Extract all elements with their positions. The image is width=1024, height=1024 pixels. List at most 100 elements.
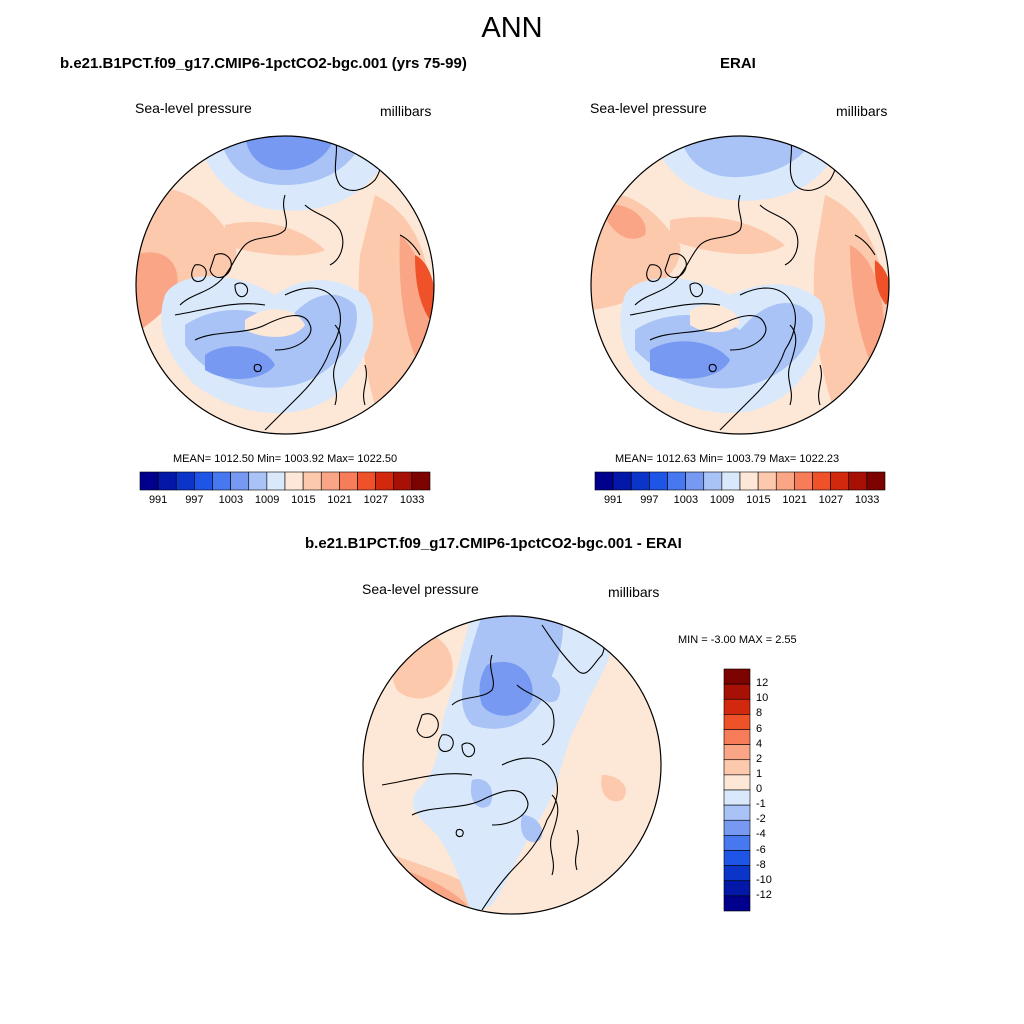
colorbar-tick-label: -10 bbox=[756, 873, 772, 886]
colorbar-swatch bbox=[723, 819, 751, 836]
coastlines bbox=[629, 136, 876, 431]
colorbar-swatch bbox=[212, 471, 231, 491]
colorbar-swatch bbox=[594, 471, 614, 491]
panel-1-colorbar bbox=[139, 471, 431, 491]
colorbar-swatch bbox=[175, 471, 195, 491]
field-high-region bbox=[690, 304, 740, 333]
colorbar-tick-label: 1009 bbox=[709, 494, 735, 506]
colorbar-swatch bbox=[703, 471, 723, 491]
panel-2-colorbar bbox=[594, 471, 886, 491]
field-high-region bbox=[136, 252, 178, 335]
panel-1-colorbar-ticks: 991 997 1003 1009 1015 1021 1027 1033 bbox=[140, 494, 430, 508]
colorbar-tick-label: 12 bbox=[756, 677, 769, 690]
colorbar-swatch bbox=[723, 865, 751, 882]
panel-2-stats: MEAN= 1012.63 Min= 1003.79 Max= 1022.23 bbox=[615, 453, 840, 465]
colorbar-swatch bbox=[393, 471, 413, 491]
colorbar-tick-label: 1027 bbox=[818, 494, 844, 506]
colorbar-swatch bbox=[723, 759, 751, 776]
colorbar-tick-label: 0 bbox=[756, 783, 763, 795]
colorbar-swatch bbox=[230, 471, 250, 491]
colorbar-swatch bbox=[830, 471, 850, 491]
field-low-region bbox=[536, 674, 561, 703]
colorbar-tick-label: -8 bbox=[756, 858, 766, 871]
panel-2-colorbar-ticks: 991 997 1003 1009 1015 1021 1027 1033 bbox=[595, 494, 885, 508]
colorbar-swatch bbox=[157, 471, 177, 491]
panel-1-title: b.e21.B1PCT.f09_g17.CMIP6-1pctCO2-bgc.00… bbox=[60, 55, 467, 72]
panel-3-variable-label: Sea-level pressure bbox=[362, 581, 479, 597]
colorbar-tick-label: -12 bbox=[756, 888, 772, 901]
colorbar-tick-label: -6 bbox=[756, 843, 766, 856]
panel-1-units-label: millibars bbox=[380, 103, 432, 119]
colorbar-swatch bbox=[721, 471, 741, 491]
colorbar-swatch bbox=[739, 471, 759, 491]
field-low-region bbox=[680, 136, 815, 178]
colorbar-tick-label: 10 bbox=[756, 692, 769, 705]
panel-1-variable-label: Sea-level pressure bbox=[135, 100, 252, 116]
colorbar-tick-label: 1015 bbox=[291, 494, 316, 506]
panel-1-polar-map bbox=[135, 135, 435, 435]
colorbar-tick-label: 1003 bbox=[218, 494, 244, 506]
panel-3-title: b.e21.B1PCT.f09_g17.CMIP6-1pctCO2-bgc.00… bbox=[305, 535, 682, 552]
colorbar-swatch bbox=[723, 698, 751, 715]
colorbar-tick-label: 8 bbox=[756, 707, 763, 720]
colorbar-swatch bbox=[848, 471, 868, 491]
colorbar-swatch bbox=[667, 471, 686, 491]
colorbar-swatch bbox=[320, 471, 340, 491]
colorbar-swatch bbox=[723, 850, 751, 866]
colorbar-tick-label: 1033 bbox=[399, 494, 425, 506]
map-boundary bbox=[590, 135, 890, 435]
colorbar-tick-label: 4 bbox=[756, 737, 763, 750]
colorbar-swatch bbox=[339, 471, 358, 491]
panel-3-colorbar bbox=[723, 668, 751, 912]
field-high-region bbox=[600, 204, 646, 239]
panel-3-stats: MIN = -3.00 MAX = 2.55 bbox=[678, 634, 797, 646]
colorbar-tick-label: 2 bbox=[756, 752, 763, 765]
panel-2-polar-map bbox=[590, 135, 890, 435]
colorbar-swatch bbox=[139, 471, 159, 491]
panel-2-variable-label: Sea-level pressure bbox=[590, 100, 707, 116]
colorbar-swatch bbox=[794, 471, 813, 491]
colorbar-swatch bbox=[723, 789, 751, 806]
field-low-region bbox=[470, 779, 493, 808]
colorbar-tick-label: 1003 bbox=[673, 494, 699, 506]
panel-3-units-label: millibars bbox=[608, 584, 660, 600]
colorbar-swatch bbox=[612, 471, 632, 491]
field-high-region bbox=[601, 775, 626, 802]
field-low-region bbox=[479, 661, 533, 716]
colorbar-tick-label: 1 bbox=[756, 767, 763, 780]
colorbar-swatch bbox=[723, 880, 751, 897]
field-high-region bbox=[874, 260, 889, 305]
coastlines bbox=[174, 136, 421, 431]
colorbar-tick-label: -4 bbox=[756, 828, 766, 841]
map-boundary bbox=[362, 615, 662, 915]
colorbar-tick-label: 1021 bbox=[782, 494, 807, 506]
colorbar-swatch bbox=[357, 471, 376, 491]
colorbar-swatch bbox=[723, 835, 751, 851]
figure-title: ANN bbox=[481, 12, 543, 44]
field-high-region bbox=[670, 216, 785, 255]
colorbar-swatch bbox=[723, 683, 751, 700]
colorbar-swatch bbox=[649, 471, 668, 491]
colorbar-swatch bbox=[194, 471, 213, 491]
colorbar-tick-label: 1021 bbox=[327, 494, 352, 506]
colorbar-swatch bbox=[723, 744, 751, 761]
colorbar-tick-label: 991 bbox=[148, 494, 168, 506]
field-low-region bbox=[245, 136, 335, 170]
colorbar-swatch bbox=[266, 471, 286, 491]
colorbar-swatch bbox=[685, 471, 705, 491]
panel-3-colorbar-ticks: 12 10 8 6 4 2 1 0 -1 -2 -4 -6 -8 -10 -12 bbox=[756, 669, 796, 911]
field-high-region bbox=[415, 255, 434, 320]
panel-2-units-label: millibars bbox=[836, 103, 888, 119]
field-low-region bbox=[520, 815, 543, 843]
colorbar-swatch bbox=[248, 471, 268, 491]
field-low-region bbox=[205, 346, 275, 380]
colorbar-swatch bbox=[723, 804, 751, 821]
panel-3-polar-map bbox=[362, 615, 662, 915]
colorbar-tick-label: 997 bbox=[185, 494, 204, 506]
panel-1-stats: MEAN= 1012.50 Min= 1003.92 Max= 1022.50 bbox=[173, 453, 398, 465]
colorbar-tick-label: 6 bbox=[756, 722, 763, 735]
map-boundary bbox=[135, 135, 435, 435]
colorbar-tick-label: 1009 bbox=[254, 494, 280, 506]
colorbar-swatch bbox=[866, 471, 886, 491]
colorbar-swatch bbox=[411, 471, 431, 491]
